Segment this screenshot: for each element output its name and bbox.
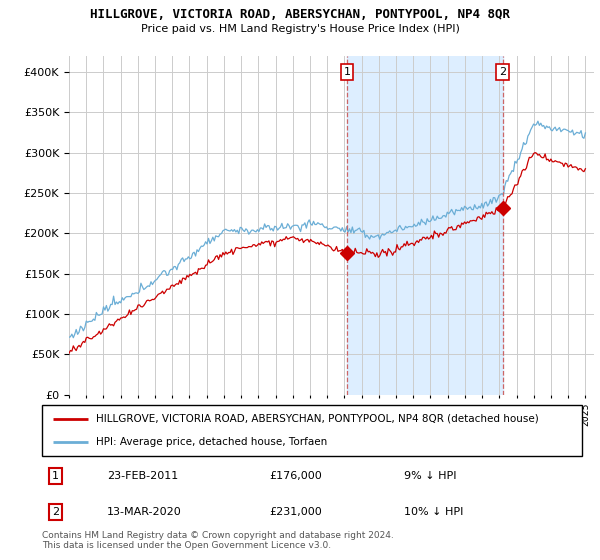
Text: HPI: Average price, detached house, Torfaen: HPI: Average price, detached house, Torf… [96,437,327,447]
Text: Contains HM Land Registry data © Crown copyright and database right 2024.
This d: Contains HM Land Registry data © Crown c… [42,531,394,550]
Text: £231,000: £231,000 [269,507,322,517]
Text: HILLGROVE, VICTORIA ROAD, ABERSYCHAN, PONTYPOOL, NP4 8QR (detached house): HILLGROVE, VICTORIA ROAD, ABERSYCHAN, PO… [96,414,539,424]
Text: Price paid vs. HM Land Registry's House Price Index (HPI): Price paid vs. HM Land Registry's House … [140,24,460,34]
Text: 2: 2 [499,67,506,77]
Text: £176,000: £176,000 [269,471,322,481]
Text: 10% ↓ HPI: 10% ↓ HPI [404,507,463,517]
Text: 23-FEB-2011: 23-FEB-2011 [107,471,178,481]
Text: 9% ↓ HPI: 9% ↓ HPI [404,471,457,481]
Text: 1: 1 [52,471,59,481]
Text: HILLGROVE, VICTORIA ROAD, ABERSYCHAN, PONTYPOOL, NP4 8QR: HILLGROVE, VICTORIA ROAD, ABERSYCHAN, PO… [90,8,510,21]
Text: 2: 2 [52,507,59,517]
Text: 13-MAR-2020: 13-MAR-2020 [107,507,182,517]
Text: 1: 1 [343,67,350,77]
Bar [347,56,503,395]
